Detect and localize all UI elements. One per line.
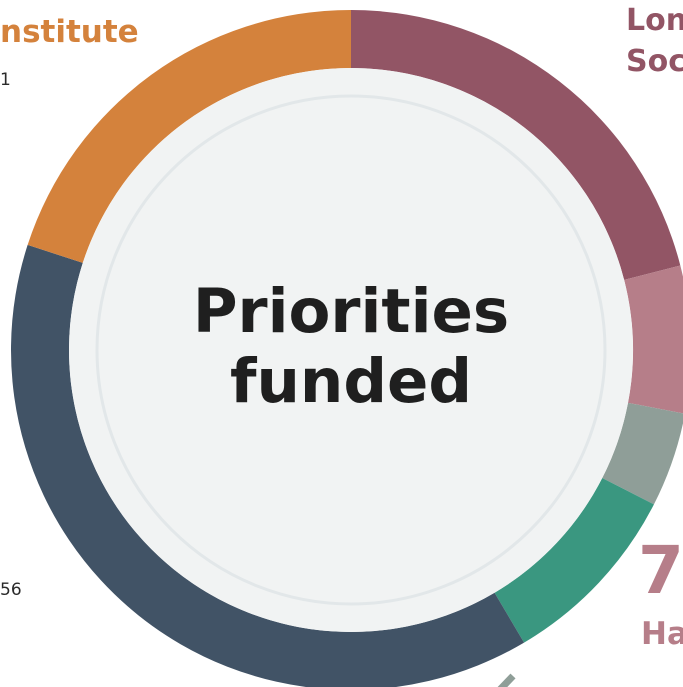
donut-slice-4 <box>494 478 654 643</box>
donut-center-disc <box>69 68 633 632</box>
chart-title: Priorities funded <box>192 276 510 417</box>
donut-inner-ring <box>95 94 607 606</box>
institute-count: 1 <box>0 70 11 90</box>
london-label-line1: Lon <box>626 3 683 38</box>
london-label-line2: Soc <box>626 44 683 79</box>
ha-label: Ha <box>641 616 683 652</box>
big-number: 7 <box>638 532 683 609</box>
donut-slice-3 <box>602 402 683 505</box>
donut-slice-2 <box>624 265 683 414</box>
donut-slice-5 <box>11 244 525 687</box>
donut-slices <box>11 10 683 687</box>
bottom-left-number: 56 <box>0 580 22 600</box>
donut-slice-6 <box>27 10 352 263</box>
leader-line <box>497 673 516 687</box>
institute-label: nstitute <box>0 14 139 50</box>
donut-slice-1 <box>351 10 681 280</box>
